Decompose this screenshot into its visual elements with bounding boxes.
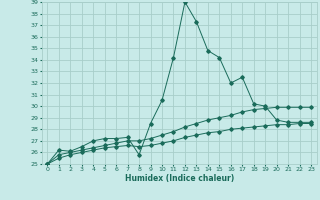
X-axis label: Humidex (Indice chaleur): Humidex (Indice chaleur) (124, 174, 234, 183)
